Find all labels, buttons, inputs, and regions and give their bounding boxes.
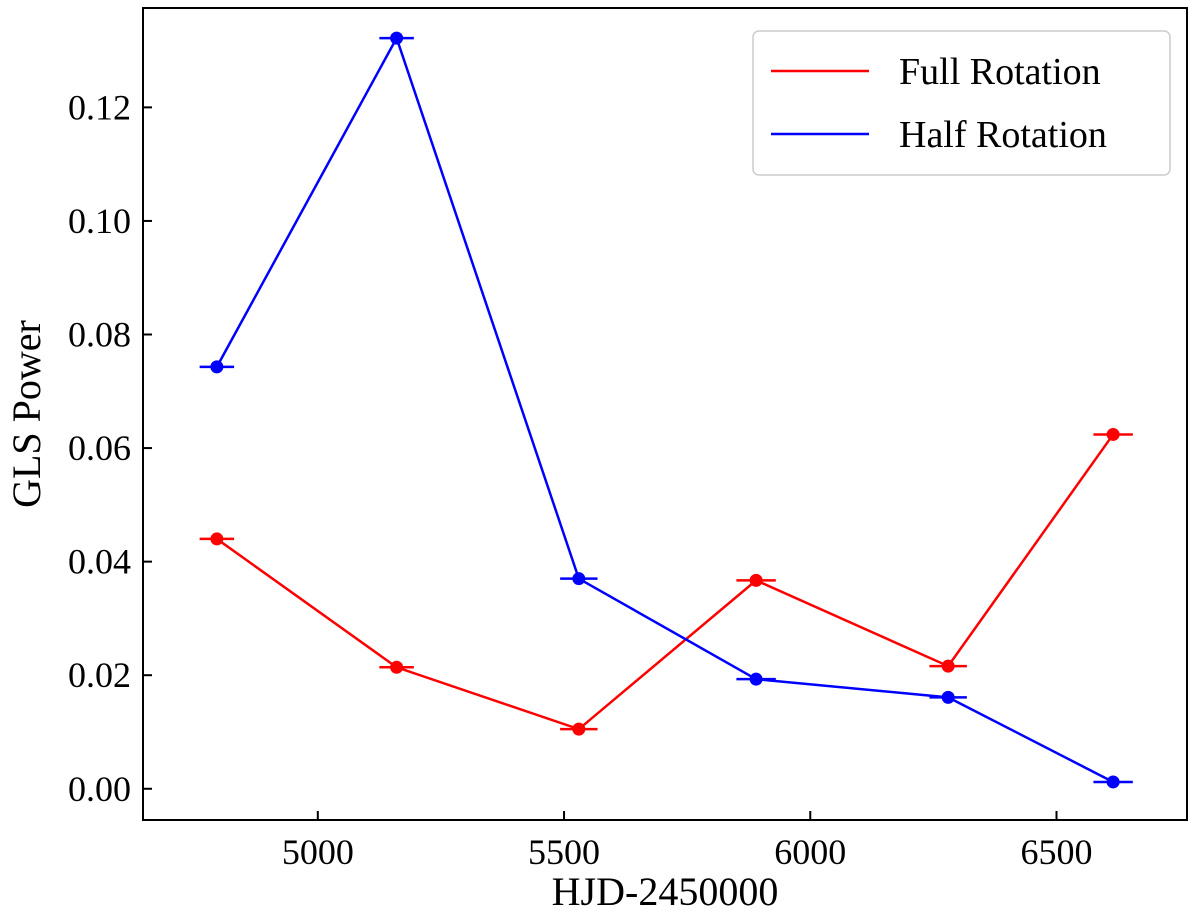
y-tick-label: 0.06 bbox=[68, 428, 131, 468]
data-point bbox=[390, 31, 404, 45]
series-half-rotation bbox=[199, 31, 1133, 789]
legend-label: Full Rotation bbox=[899, 51, 1101, 93]
y-tick-label: 0.00 bbox=[68, 769, 131, 809]
y-axis: 0.00 0.02 0.04 0.06 0.08 0.10 0.12 bbox=[68, 87, 152, 809]
data-point bbox=[210, 532, 224, 546]
plot-frame bbox=[142, 7, 1188, 821]
data-point bbox=[572, 722, 586, 736]
x-tick-label: 5500 bbox=[528, 832, 600, 872]
y-tick-label: 0.08 bbox=[68, 315, 131, 355]
data-point bbox=[210, 360, 224, 374]
series-layer bbox=[199, 31, 1133, 789]
y-axis-label: GLS Power bbox=[4, 320, 49, 508]
series-full-rotation bbox=[199, 427, 1133, 736]
y-tick-label: 0.04 bbox=[68, 542, 131, 582]
data-point bbox=[941, 690, 955, 704]
data-point bbox=[749, 672, 763, 686]
legend: Full Rotation Half Rotation bbox=[752, 30, 1171, 176]
data-point bbox=[749, 573, 763, 587]
data-point bbox=[1106, 775, 1120, 789]
y-tick-label: 0.10 bbox=[68, 201, 131, 241]
x-tick-label: 6500 bbox=[1021, 832, 1093, 872]
y-tick-label: 0.12 bbox=[68, 87, 131, 127]
y-tick-label: 0.02 bbox=[68, 655, 131, 695]
x-axis-label: HJD-2450000 bbox=[552, 869, 779, 914]
data-point bbox=[390, 660, 404, 674]
data-point bbox=[941, 659, 955, 673]
x-axis: 5000 5500 6000 6500 bbox=[282, 811, 1093, 872]
legend-box bbox=[752, 30, 1171, 176]
legend-label: Half Rotation bbox=[899, 114, 1107, 156]
series-line bbox=[215, 34, 1114, 784]
series-line bbox=[216, 433, 1115, 731]
data-point bbox=[572, 572, 586, 586]
x-tick-label: 6000 bbox=[774, 832, 846, 872]
data-point bbox=[1106, 427, 1120, 441]
x-tick-label: 5000 bbox=[282, 832, 354, 872]
